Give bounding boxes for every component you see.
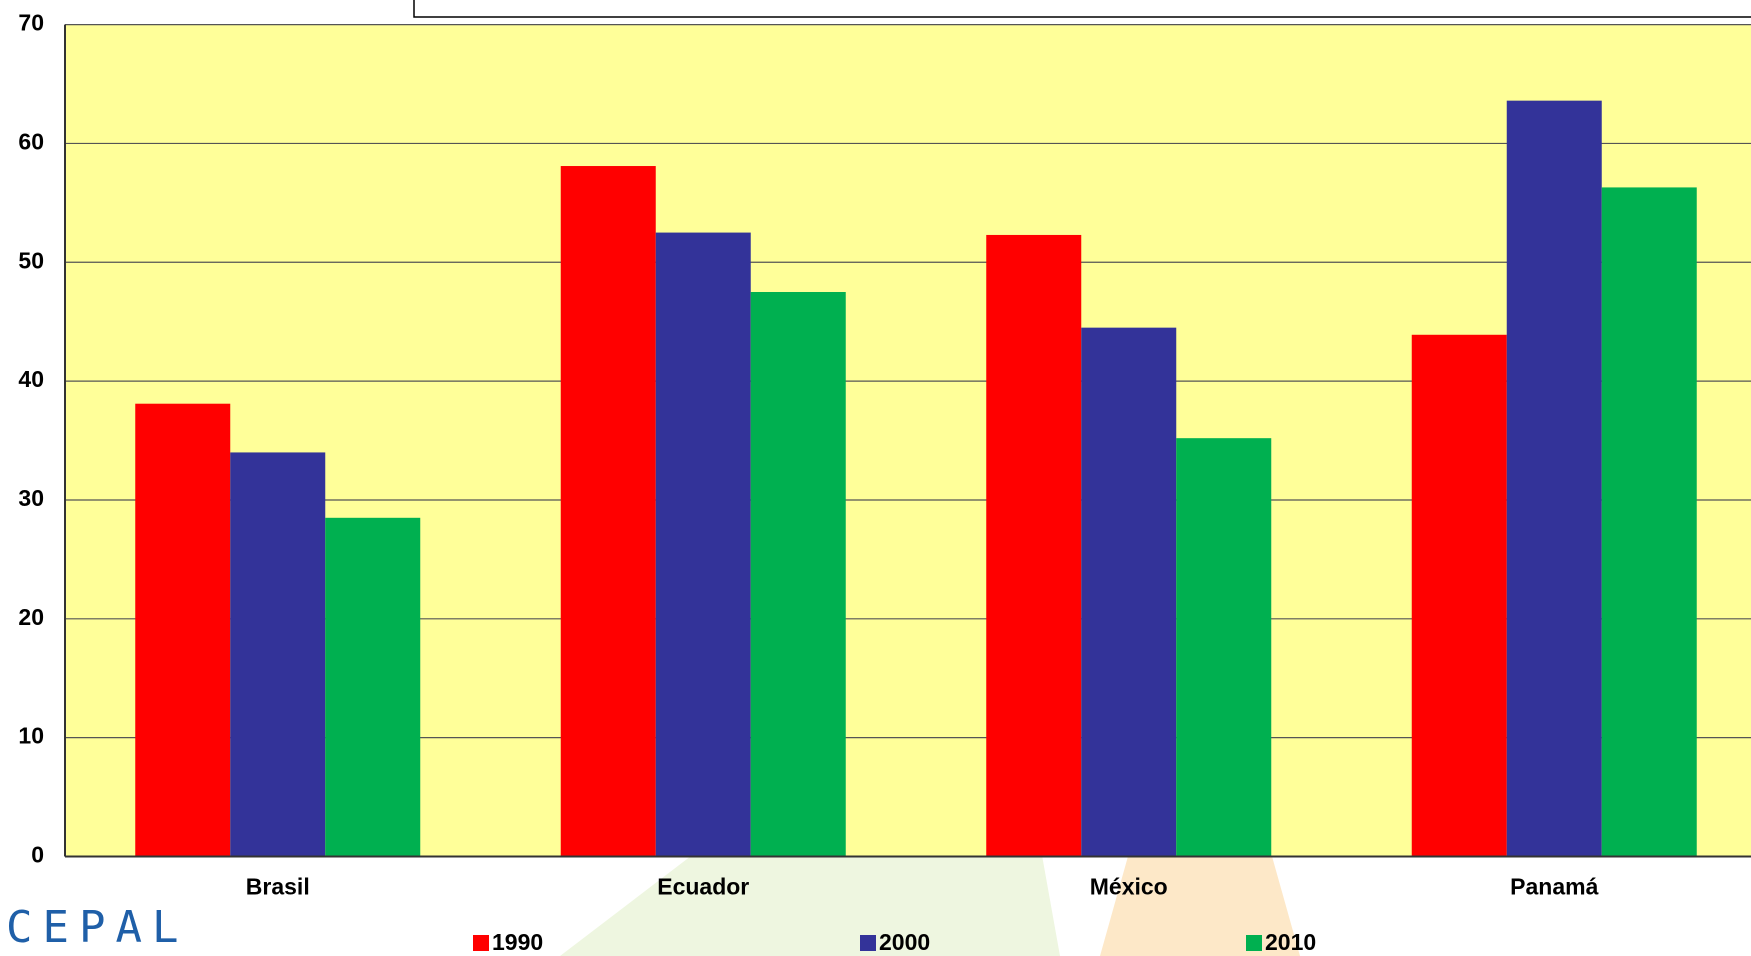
bar [1506, 100, 1602, 857]
y-tick-label: 10 [18, 723, 44, 749]
bar [655, 232, 751, 857]
legend-label: 1990 [492, 929, 543, 955]
x-tick-label: Ecuador [657, 874, 749, 900]
y-tick-label: 50 [18, 247, 44, 273]
bar [325, 517, 421, 857]
bar [135, 403, 231, 857]
y-tick-label: 30 [18, 485, 44, 511]
bar [750, 291, 846, 857]
legend-swatch [1246, 935, 1262, 951]
y-tick-label: 70 [18, 10, 44, 36]
x-tick-label: México [1090, 874, 1168, 900]
y-tick-label: 60 [18, 129, 44, 155]
y-tick-label: 40 [18, 366, 44, 392]
x-tick-label: Brasil [246, 874, 310, 900]
logo: CEPAL [6, 902, 188, 953]
bar [1081, 327, 1177, 857]
legend-label: 2010 [1265, 929, 1316, 955]
y-tick-label: 0 [31, 842, 44, 868]
legend-label: 2000 [879, 929, 930, 955]
bar [1411, 334, 1507, 857]
bar [1601, 187, 1697, 857]
title-box [413, 0, 1751, 18]
legend-swatch [473, 935, 489, 951]
y-tick-label: 20 [18, 604, 44, 630]
bar [1176, 438, 1272, 857]
bar [986, 234, 1082, 857]
bar [230, 452, 326, 857]
bar [560, 166, 656, 857]
x-tick-label: Panamá [1510, 874, 1598, 900]
legend-swatch [860, 935, 876, 951]
